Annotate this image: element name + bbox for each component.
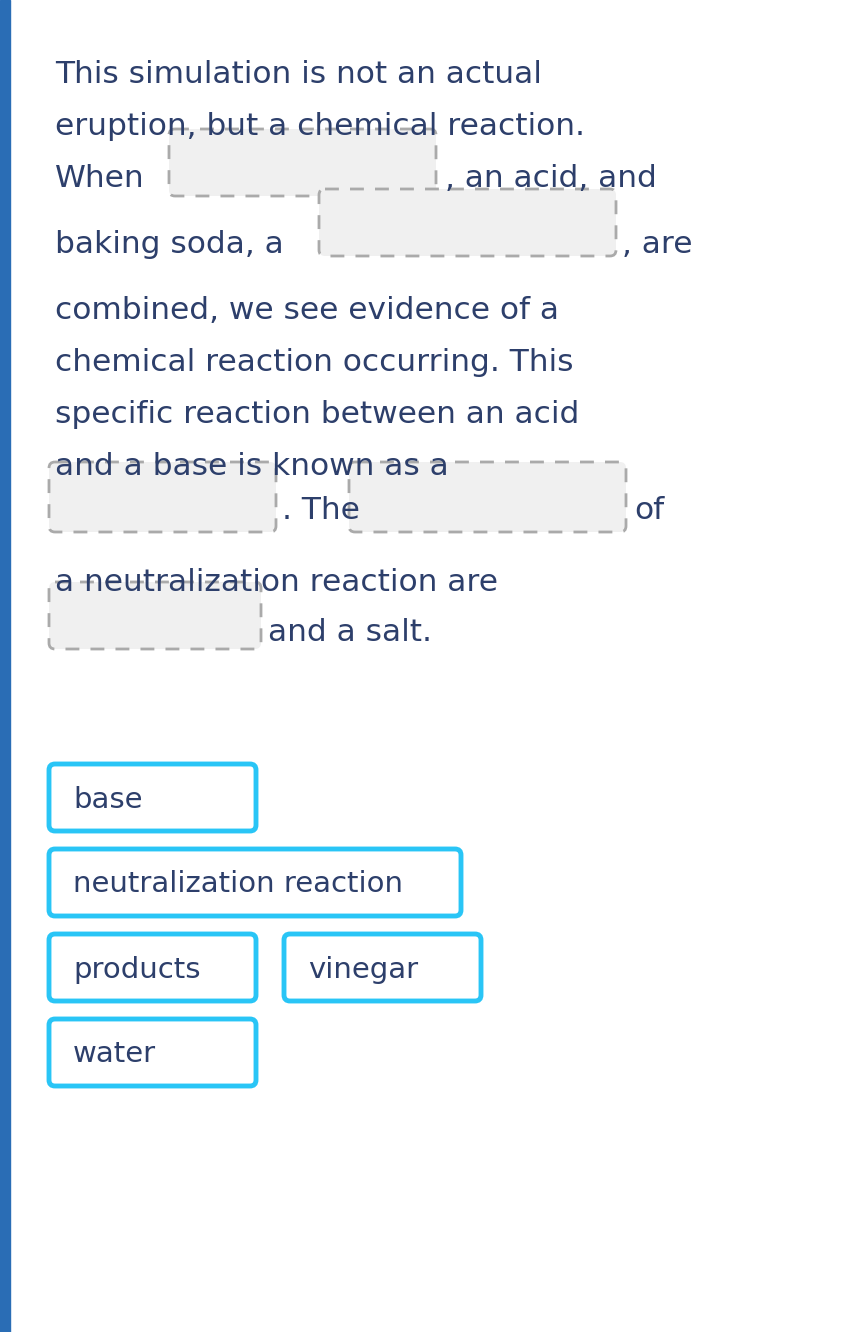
Bar — [0, 0, 10, 1332]
FancyBboxPatch shape — [49, 462, 276, 531]
FancyBboxPatch shape — [49, 582, 261, 649]
Text: baking soda, a: baking soda, a — [55, 230, 284, 258]
FancyBboxPatch shape — [49, 848, 461, 916]
FancyBboxPatch shape — [169, 129, 436, 196]
Text: eruption, but a chemical reaction.: eruption, but a chemical reaction. — [55, 112, 585, 141]
Text: . The: . The — [282, 496, 360, 525]
Text: specific reaction between an acid: specific reaction between an acid — [55, 400, 579, 429]
Text: products: products — [73, 955, 201, 983]
FancyBboxPatch shape — [49, 765, 256, 831]
Text: of: of — [634, 496, 664, 525]
Text: and a salt.: and a salt. — [268, 618, 432, 647]
Text: This simulation is not an actual: This simulation is not an actual — [55, 60, 542, 89]
FancyBboxPatch shape — [49, 1019, 256, 1086]
Text: combined, we see evidence of a: combined, we see evidence of a — [55, 296, 559, 325]
Text: chemical reaction occurring. This: chemical reaction occurring. This — [55, 348, 573, 377]
Text: neutralization reaction: neutralization reaction — [73, 871, 403, 899]
Text: water: water — [73, 1040, 156, 1068]
FancyBboxPatch shape — [49, 934, 256, 1002]
FancyBboxPatch shape — [349, 462, 626, 531]
FancyBboxPatch shape — [284, 934, 481, 1002]
Text: a neutralization reaction are: a neutralization reaction are — [55, 567, 498, 597]
Text: When: When — [55, 164, 145, 193]
Text: , an acid, and: , an acid, and — [445, 164, 657, 193]
Text: , are: , are — [622, 230, 693, 258]
Text: and a base is known as a: and a base is known as a — [55, 452, 449, 481]
FancyBboxPatch shape — [319, 189, 616, 256]
Text: vinegar: vinegar — [308, 955, 418, 983]
Text: base: base — [73, 786, 142, 814]
